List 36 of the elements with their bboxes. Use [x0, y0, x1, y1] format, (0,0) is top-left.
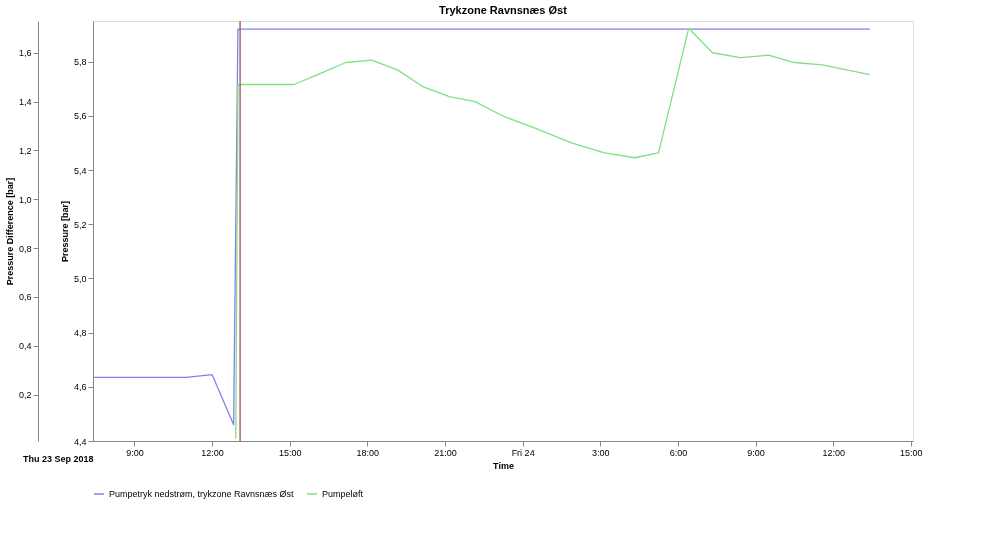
- y-tick-label: 5,2: [73, 219, 87, 230]
- y2-tick-label: 1,2: [18, 145, 32, 156]
- y-axis-title: Pressure [bar]: [59, 200, 70, 263]
- y2-tick-label: 0,4: [18, 341, 32, 352]
- y-tick-label: 5,6: [73, 111, 87, 122]
- legend-label: Pumpetryk nedstrøm, trykzone Ravnsnæs Øst: [109, 489, 295, 499]
- x-tick-label: 9:00: [747, 447, 765, 458]
- y-tick-label: 5,8: [73, 57, 87, 68]
- x-tick-label: 9:00: [126, 447, 144, 458]
- y2-axis-title: Pressure Difference [bar]: [4, 177, 15, 286]
- line-series: [235, 27, 871, 440]
- y-tick-label: 4,6: [73, 382, 87, 393]
- x-tick-label: 18:00: [356, 447, 380, 458]
- x-tick-label: 6:00: [669, 447, 688, 458]
- y2-tick-label: 1,6: [18, 48, 32, 59]
- y-tick-label: 4,8: [73, 328, 87, 339]
- y2-tick-label: 1,0: [18, 194, 32, 205]
- text: Thu 23 Sep 2018: [23, 454, 94, 464]
- x-tick-label: Fri 24: [511, 447, 535, 458]
- x-axis-title: Time: [493, 460, 514, 471]
- x-tick-label: 15:00: [278, 447, 302, 458]
- y-tick-label: 5,4: [73, 165, 87, 176]
- y2-tick-label: 0,6: [18, 292, 32, 303]
- x-tick-label: 12:00: [201, 447, 224, 458]
- y2-tick-label: 1,4: [18, 97, 32, 108]
- y2-tick-label: 0,8: [18, 243, 32, 254]
- x-tick-label: 3:00: [592, 447, 610, 458]
- x-tick-label: 15:00: [900, 447, 923, 458]
- y2-tick-label: 0,2: [18, 390, 32, 401]
- y-tick-label: 4,4: [73, 436, 87, 447]
- legend-label: Pumpeløft: [322, 489, 364, 499]
- x-tick-label: 12:00: [822, 447, 845, 458]
- y-tick-label: 5,0: [73, 273, 87, 284]
- x-tick-label: 21:00: [434, 447, 457, 458]
- line-series: [92, 28, 871, 426]
- chart-title: Trykzone Ravnsnæs Øst: [439, 4, 568, 17]
